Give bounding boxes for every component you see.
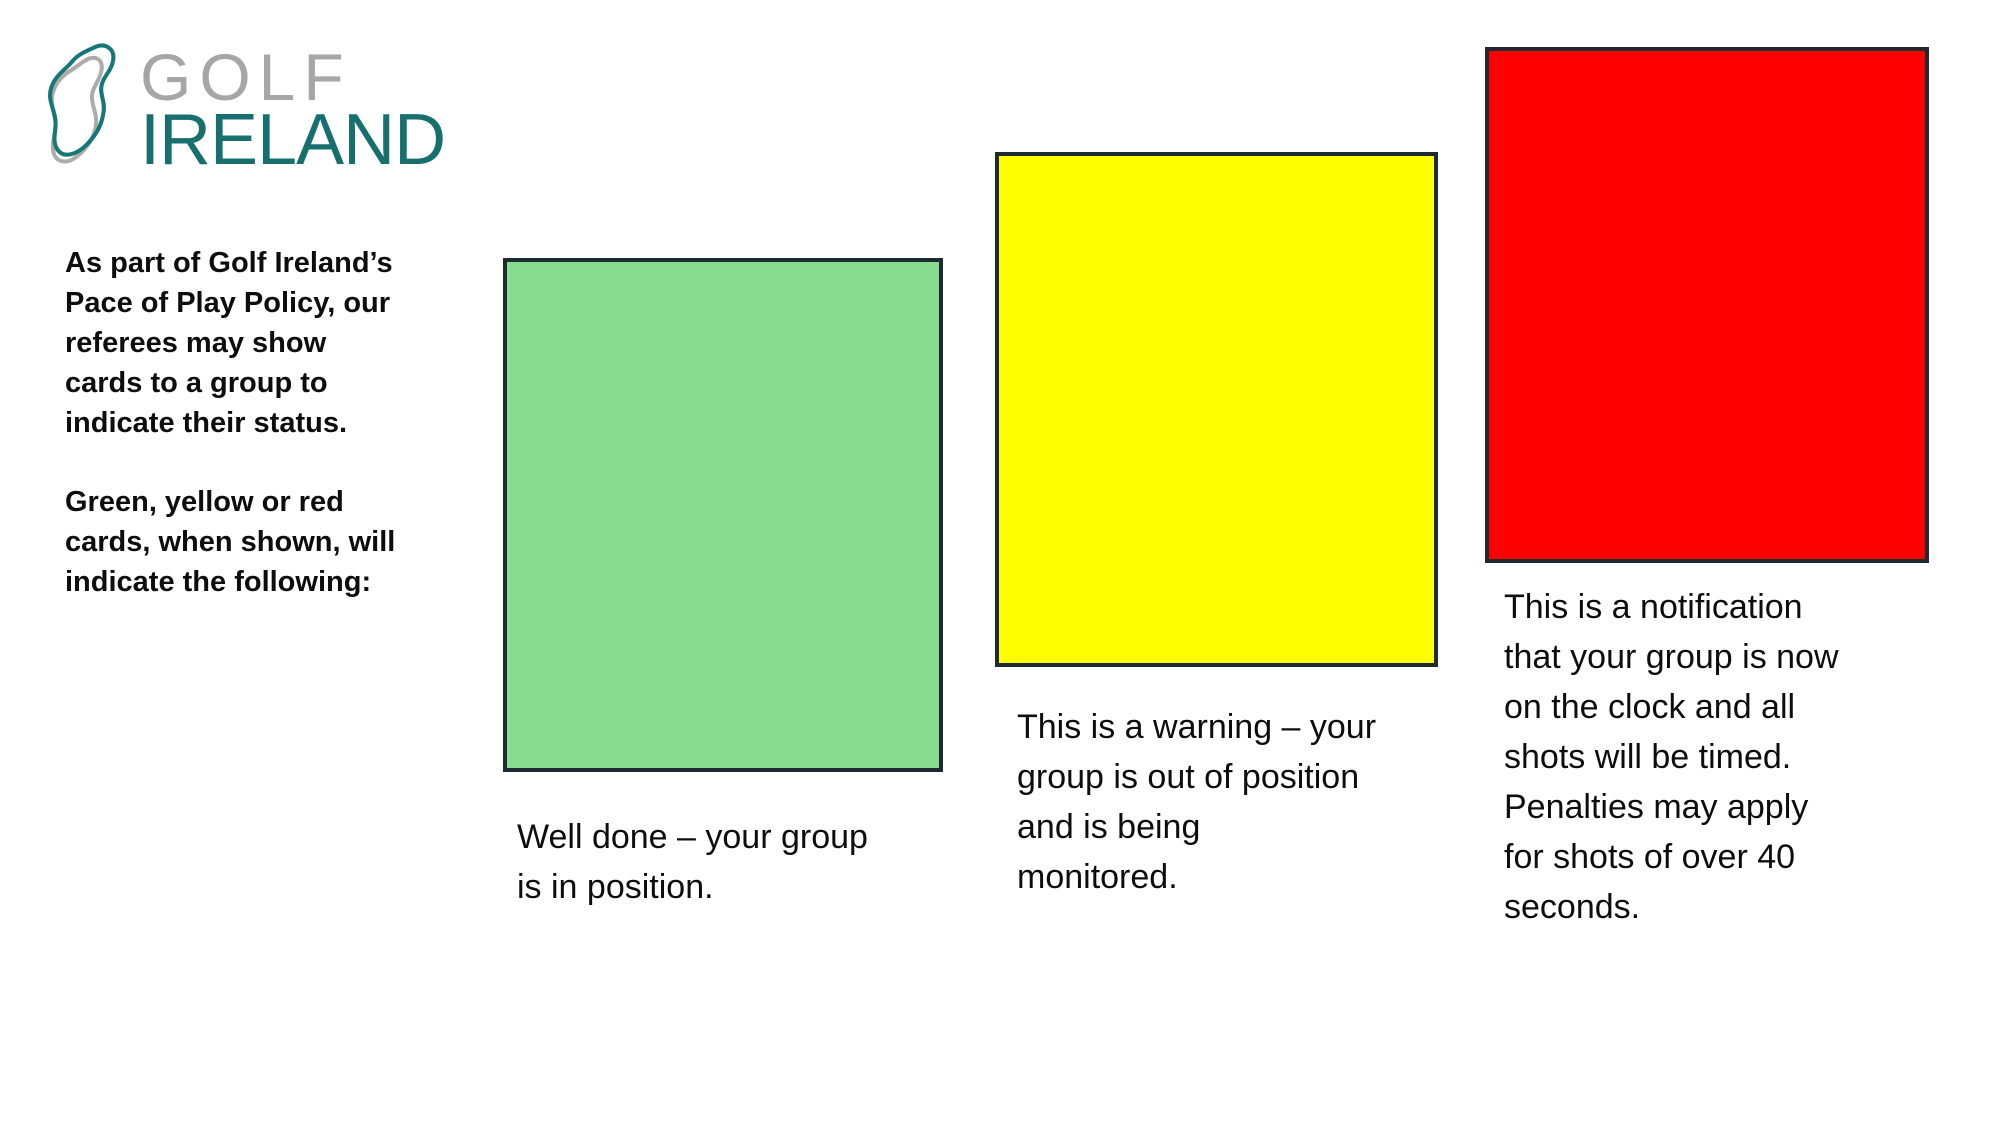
yellow-card-caption: This is a warning – your group is out of…	[1017, 708, 1377, 896]
intro-paragraph-1: As part of Golf Ireland’s Pace of Play P…	[65, 247, 393, 439]
yellow-card	[995, 152, 1438, 667]
green-card	[503, 258, 943, 772]
logo-text-golf: GOLF	[140, 40, 352, 114]
green-card-caption: Well done – your group is in position.	[517, 818, 868, 906]
logo-mark-teal-loop	[48, 43, 116, 157]
red-card-caption: This is a notification that your group i…	[1504, 588, 1839, 926]
golf-ireland-logo: GOLF IRELAND	[45, 36, 465, 181]
logo-text-ireland: IRELAND	[140, 100, 446, 180]
logo-mark-gray-loop	[49, 55, 104, 164]
ireland-outline-icon	[48, 43, 116, 164]
red-card	[1485, 47, 1929, 563]
intro-paragraph-2: Green, yellow or red cards, when shown, …	[65, 486, 396, 598]
intro-text-block: As part of Golf Ireland’s Pace of Play P…	[65, 243, 475, 641]
